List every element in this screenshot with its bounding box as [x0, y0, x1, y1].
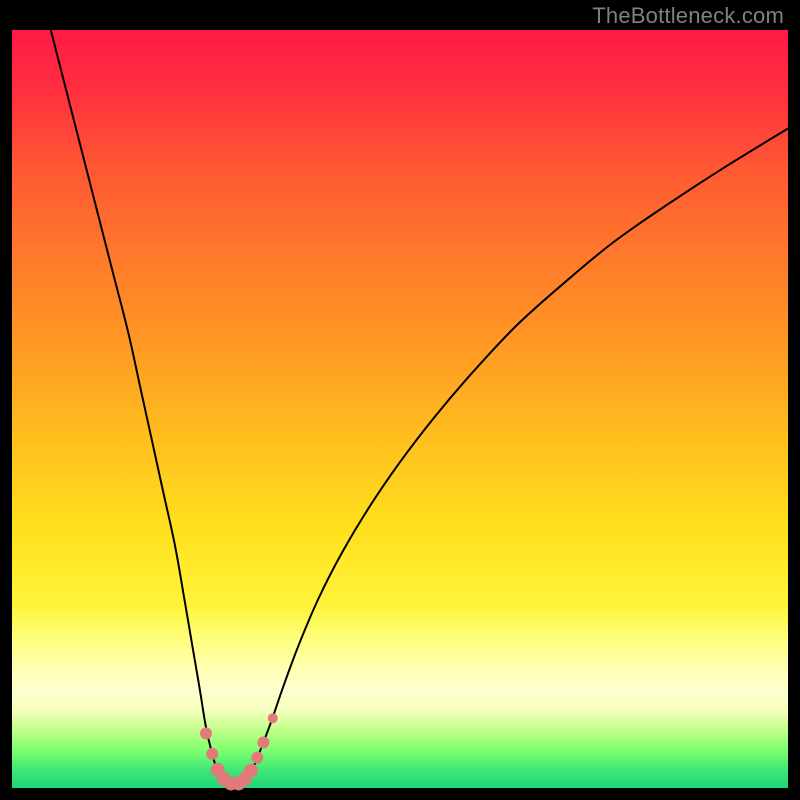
bottleneck-curve-left: [51, 30, 272, 786]
bottleneck-marker: [257, 737, 269, 749]
bottleneck-marker: [251, 752, 263, 764]
bottleneck-marker: [268, 713, 278, 723]
bottleneck-marker: [244, 764, 258, 778]
chart-container: TheBottleneck.com: [0, 0, 800, 800]
bottleneck-marker: [200, 727, 212, 739]
bottleneck-curve-right: [272, 129, 788, 720]
bottleneck-marker: [206, 748, 218, 760]
chart-overlay: [0, 0, 800, 800]
watermark-text: TheBottleneck.com: [592, 3, 784, 29]
bottom-marker-cluster: [200, 713, 278, 790]
